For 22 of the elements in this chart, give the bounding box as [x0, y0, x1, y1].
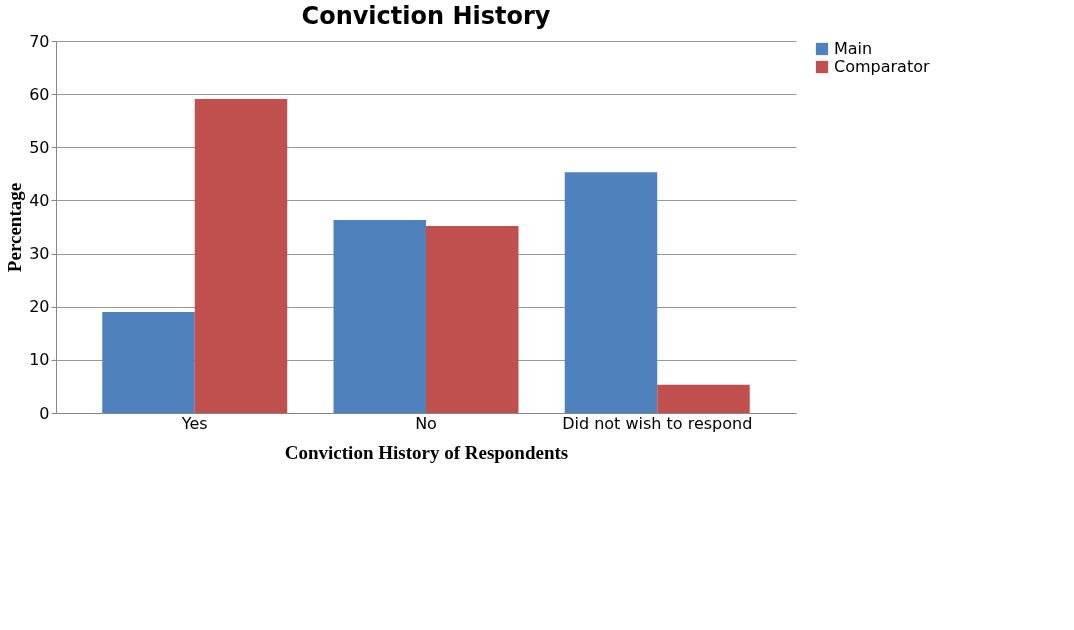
bar [564, 172, 658, 413]
y-tick-label: 20 [29, 297, 50, 317]
x-tick-label: Did not wish to respond [562, 413, 753, 433]
y-tick-label: 30 [29, 244, 50, 264]
y-tick-label: 60 [29, 84, 50, 104]
legend-label: Comparator [834, 57, 930, 76]
x-tick-label: Yes [180, 413, 208, 433]
y-tick-label: 0 [39, 403, 50, 423]
bar [333, 220, 426, 413]
x-axis-title: Conviction History of Respondents [284, 441, 569, 463]
y-tick-label: 50 [29, 137, 50, 157]
y-tick-label: 70 [29, 31, 50, 51]
y-tick-label: 40 [29, 190, 50, 210]
bar [657, 384, 750, 413]
legend-label: Main [834, 39, 873, 58]
bar [194, 98, 288, 413]
y-axis-title: Percentage [4, 182, 26, 273]
bar [426, 225, 519, 413]
x-tick-label: No [415, 413, 437, 433]
chart-title: Conviction History [301, 2, 551, 30]
y-tick-label: 10 [29, 350, 50, 370]
bar [102, 312, 195, 413]
